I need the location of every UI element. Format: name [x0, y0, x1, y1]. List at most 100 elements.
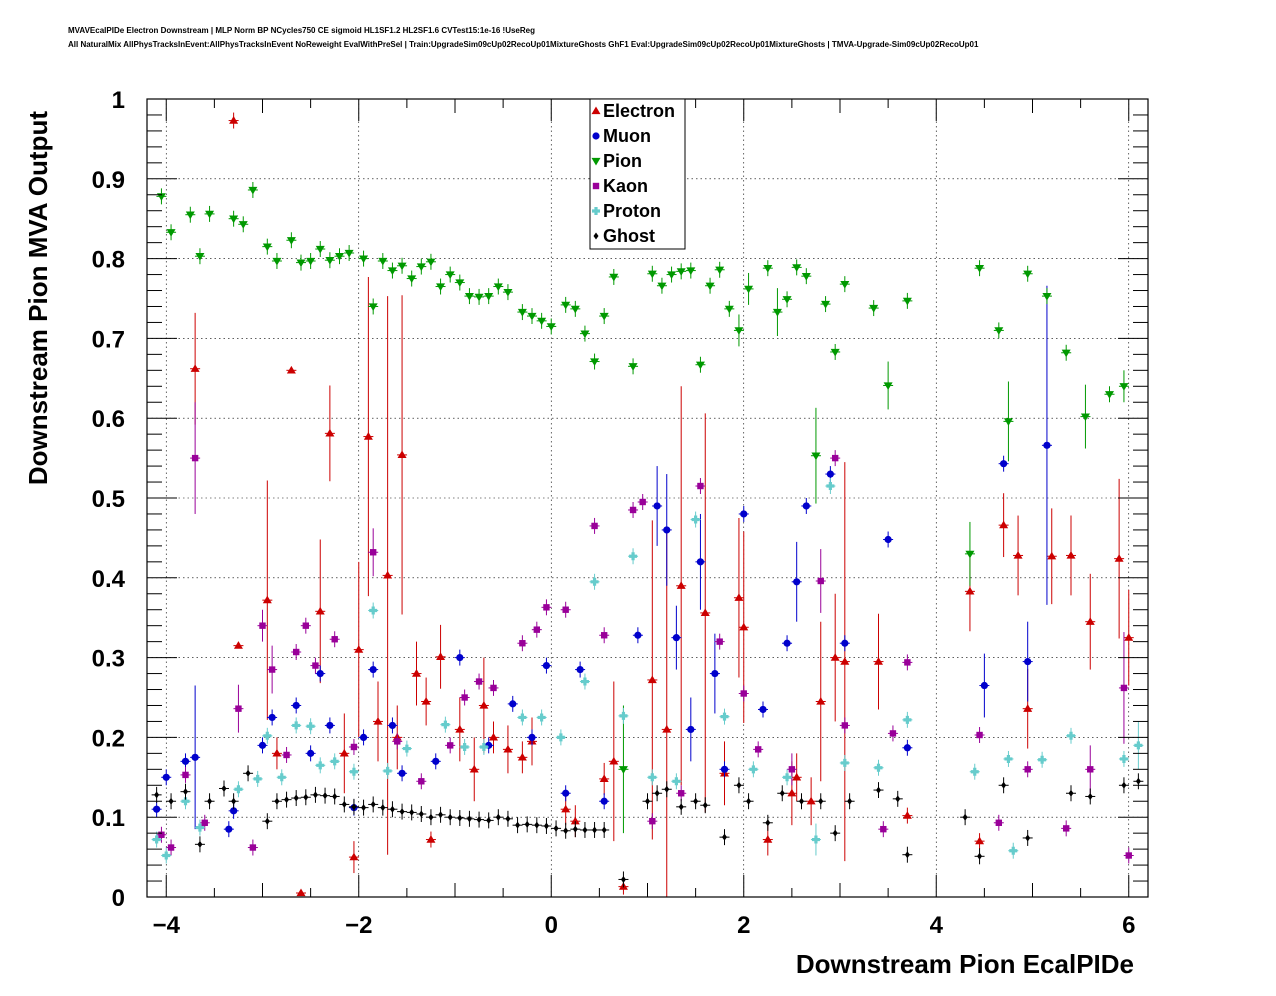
marker: [349, 767, 358, 776]
marker: [238, 221, 248, 229]
pion-point: [474, 288, 485, 305]
ghost-point: [796, 793, 807, 810]
proton-point: [1066, 727, 1076, 744]
kaon-point: [368, 528, 379, 577]
kaon-point: [647, 813, 658, 830]
marker: [312, 662, 319, 669]
electron-point: [373, 681, 383, 762]
marker: [1114, 554, 1124, 562]
marker: [515, 821, 521, 829]
marker: [977, 852, 983, 860]
proton-point: [782, 769, 793, 786]
ghost-point: [892, 790, 903, 807]
marker: [599, 774, 609, 783]
marker: [245, 769, 251, 777]
marker: [880, 825, 887, 833]
marker: [840, 657, 850, 665]
ghost-point: [151, 786, 162, 803]
kaon-point: [474, 673, 485, 690]
marker: [734, 327, 744, 335]
marker: [162, 773, 170, 781]
marker: [980, 681, 988, 690]
pion-point: [296, 254, 306, 271]
legend-label: Pion: [603, 151, 642, 171]
ghost-point: [902, 846, 913, 863]
kaon-point: [329, 631, 340, 648]
marker: [162, 851, 171, 860]
pion-point: [358, 250, 369, 267]
marker: [831, 454, 839, 462]
marker: [965, 550, 975, 559]
proton-point: [555, 729, 566, 746]
marker: [724, 305, 734, 314]
ghost-point: [960, 809, 971, 826]
marker: [543, 604, 550, 611]
marker: [349, 852, 359, 861]
electron-point: [262, 480, 273, 720]
legend-label: Muon: [603, 126, 651, 146]
marker: [711, 669, 719, 678]
electron-point: [478, 657, 489, 754]
marker: [620, 875, 626, 883]
marker: [826, 470, 834, 478]
marker: [999, 520, 1009, 529]
marker: [841, 639, 849, 647]
electron-point: [599, 762, 610, 795]
electron-point: [425, 831, 436, 848]
marker: [286, 365, 296, 374]
marker: [1066, 550, 1076, 559]
marker: [474, 293, 484, 302]
marker: [316, 669, 324, 678]
legend-marker: [592, 182, 600, 190]
electron-point: [873, 613, 884, 710]
marker: [1000, 460, 1008, 468]
marker: [562, 606, 569, 613]
marker: [1024, 657, 1032, 666]
y-tick-label: 1: [112, 87, 125, 114]
marker: [1120, 684, 1128, 692]
legend-label: Proton: [603, 201, 661, 221]
marker: [191, 753, 199, 761]
ghost-point: [339, 796, 350, 813]
legend-label: Electron: [603, 101, 675, 121]
marker: [476, 816, 482, 824]
marker: [792, 772, 802, 781]
marker: [975, 265, 985, 273]
electron-point: [608, 681, 619, 842]
kaon-point: [459, 689, 470, 706]
ghost-point: [998, 777, 1009, 794]
marker: [325, 428, 335, 437]
ghost-point: [743, 793, 754, 810]
pion-point: [666, 266, 677, 283]
marker: [1004, 754, 1013, 763]
y-tick-label: 0.2: [92, 725, 125, 752]
ghost-point: [1085, 788, 1096, 805]
kaon-point: [348, 738, 359, 755]
marker: [234, 785, 243, 794]
marker: [447, 813, 453, 821]
kaon-point: [878, 821, 889, 838]
marker: [647, 675, 657, 684]
muon-point: [685, 697, 696, 762]
muon-point: [430, 753, 441, 770]
marker: [195, 823, 204, 832]
marker: [418, 810, 424, 818]
marker: [1119, 383, 1129, 391]
marker: [306, 722, 315, 731]
pion-point: [1061, 344, 1072, 361]
ghost-point: [974, 848, 985, 865]
marker: [1119, 754, 1128, 763]
marker: [1105, 391, 1114, 399]
marker: [325, 257, 335, 265]
marker: [904, 659, 911, 666]
marker: [715, 266, 725, 275]
marker: [272, 748, 282, 757]
ghost-point: [1066, 785, 1076, 802]
marker: [765, 819, 771, 827]
kaon-point: [392, 733, 403, 750]
marker: [248, 186, 258, 195]
marker: [455, 279, 465, 288]
pion-point: [902, 292, 913, 309]
electron-point: [286, 365, 297, 374]
muon-point: [801, 498, 812, 514]
